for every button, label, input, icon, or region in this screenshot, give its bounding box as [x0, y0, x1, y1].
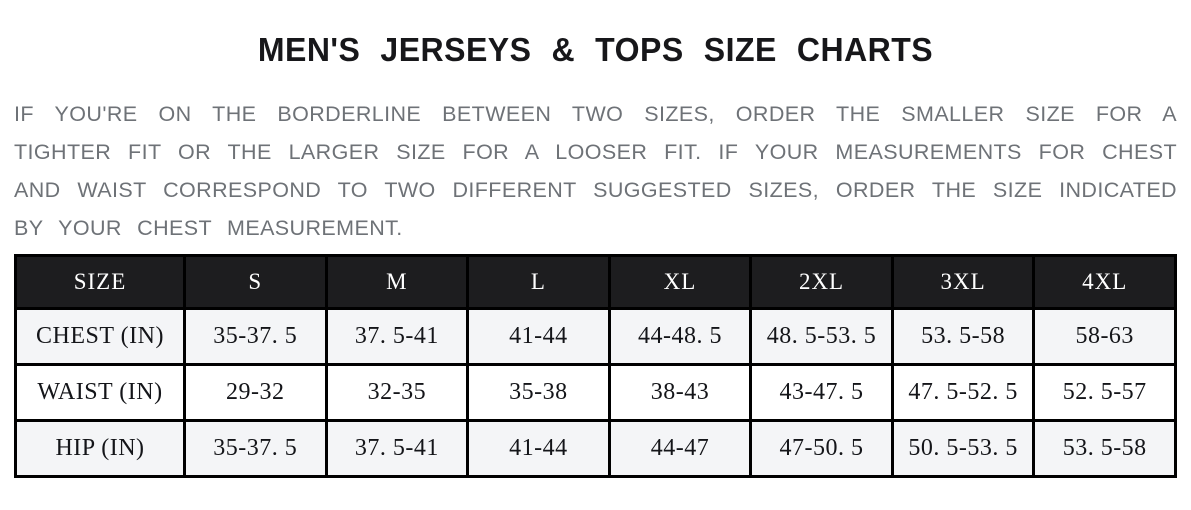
size-table-header-cell: M [324, 253, 470, 310]
size-table-header-cell: 3XL [890, 253, 1036, 310]
size-cell: 35-38 [466, 362, 611, 422]
size-cell: 35-37. 5 [183, 306, 328, 366]
size-table: SIZE S M L XL 2XL 3XL 4XL CHEST (IN) 35-37. 5 37.… [14, 253, 1177, 478]
size-cell: 32-35 [324, 362, 470, 422]
size-table-header-cell: 2XL [749, 253, 894, 310]
intro-line: AND WAIST CORRESPOND TO TWO DIFFERENT SU… [14, 177, 1177, 202]
size-cell: 58-63 [1032, 306, 1177, 366]
table-row: HIP (IN) 35-37. 5 37. 5-41 41-44 44-47 47-50.… [14, 418, 1177, 478]
size-cell: 41-44 [466, 418, 611, 478]
row-label: WAIST (IN) [14, 362, 186, 422]
size-table-header-cell: 4XL [1032, 253, 1177, 310]
size-cell: 53. 5-58 [1032, 418, 1177, 478]
size-cell: 38-43 [607, 362, 753, 422]
size-cell: 44-48. 5 [607, 306, 753, 366]
size-chart-page: MEN'S JERSEYS & TOPS SIZE CHARTS IF YOU'… [0, 31, 1191, 510]
size-cell: 53. 5-58 [890, 306, 1036, 366]
size-cell: 37. 5-41 [324, 306, 470, 366]
intro-line: IF YOU'RE ON THE BORDERLINE BETWEEN TWO … [14, 101, 1177, 126]
size-cell: 50. 5-53. 5 [890, 418, 1036, 478]
table-row: WAIST (IN) 29-32 32-35 35-38 38-43 43-47. 5 47… [14, 362, 1177, 422]
intro-line: BY YOUR CHEST MEASUREMENT. [14, 215, 403, 240]
size-cell: 41-44 [466, 306, 611, 366]
size-table-header-cell: SIZE [14, 253, 186, 310]
size-cell: 44-47 [607, 418, 753, 478]
size-cell: 29-32 [183, 362, 328, 422]
size-cell: 47-50. 5 [749, 418, 894, 478]
size-table-header-cell: XL [607, 253, 753, 310]
intro-paragraph: IF YOU'RE ON THE BORDERLINE BETWEEN TWO … [14, 95, 1177, 247]
row-label: HIP (IN) [14, 418, 186, 478]
size-cell: 47. 5-52. 5 [890, 362, 1036, 422]
size-table-header-cell: S [183, 253, 328, 310]
size-cell: 48. 5-53. 5 [749, 306, 894, 366]
size-cell: 43-47. 5 [749, 362, 894, 422]
size-cell: 52. 5-57 [1032, 362, 1177, 422]
size-table-header-cell: L [466, 253, 611, 310]
size-table-header-row: SIZE S M L XL 2XL 3XL 4XL [14, 253, 1177, 310]
row-label: CHEST (IN) [14, 306, 186, 366]
page-title: MEN'S JERSEYS & TOPS SIZE CHARTS [257, 31, 934, 68]
size-cell: 37. 5-41 [324, 418, 470, 478]
size-cell: 35-37. 5 [183, 418, 328, 478]
intro-line: TIGHTER FIT OR THE LARGER SIZE FOR A LOO… [14, 139, 1177, 164]
